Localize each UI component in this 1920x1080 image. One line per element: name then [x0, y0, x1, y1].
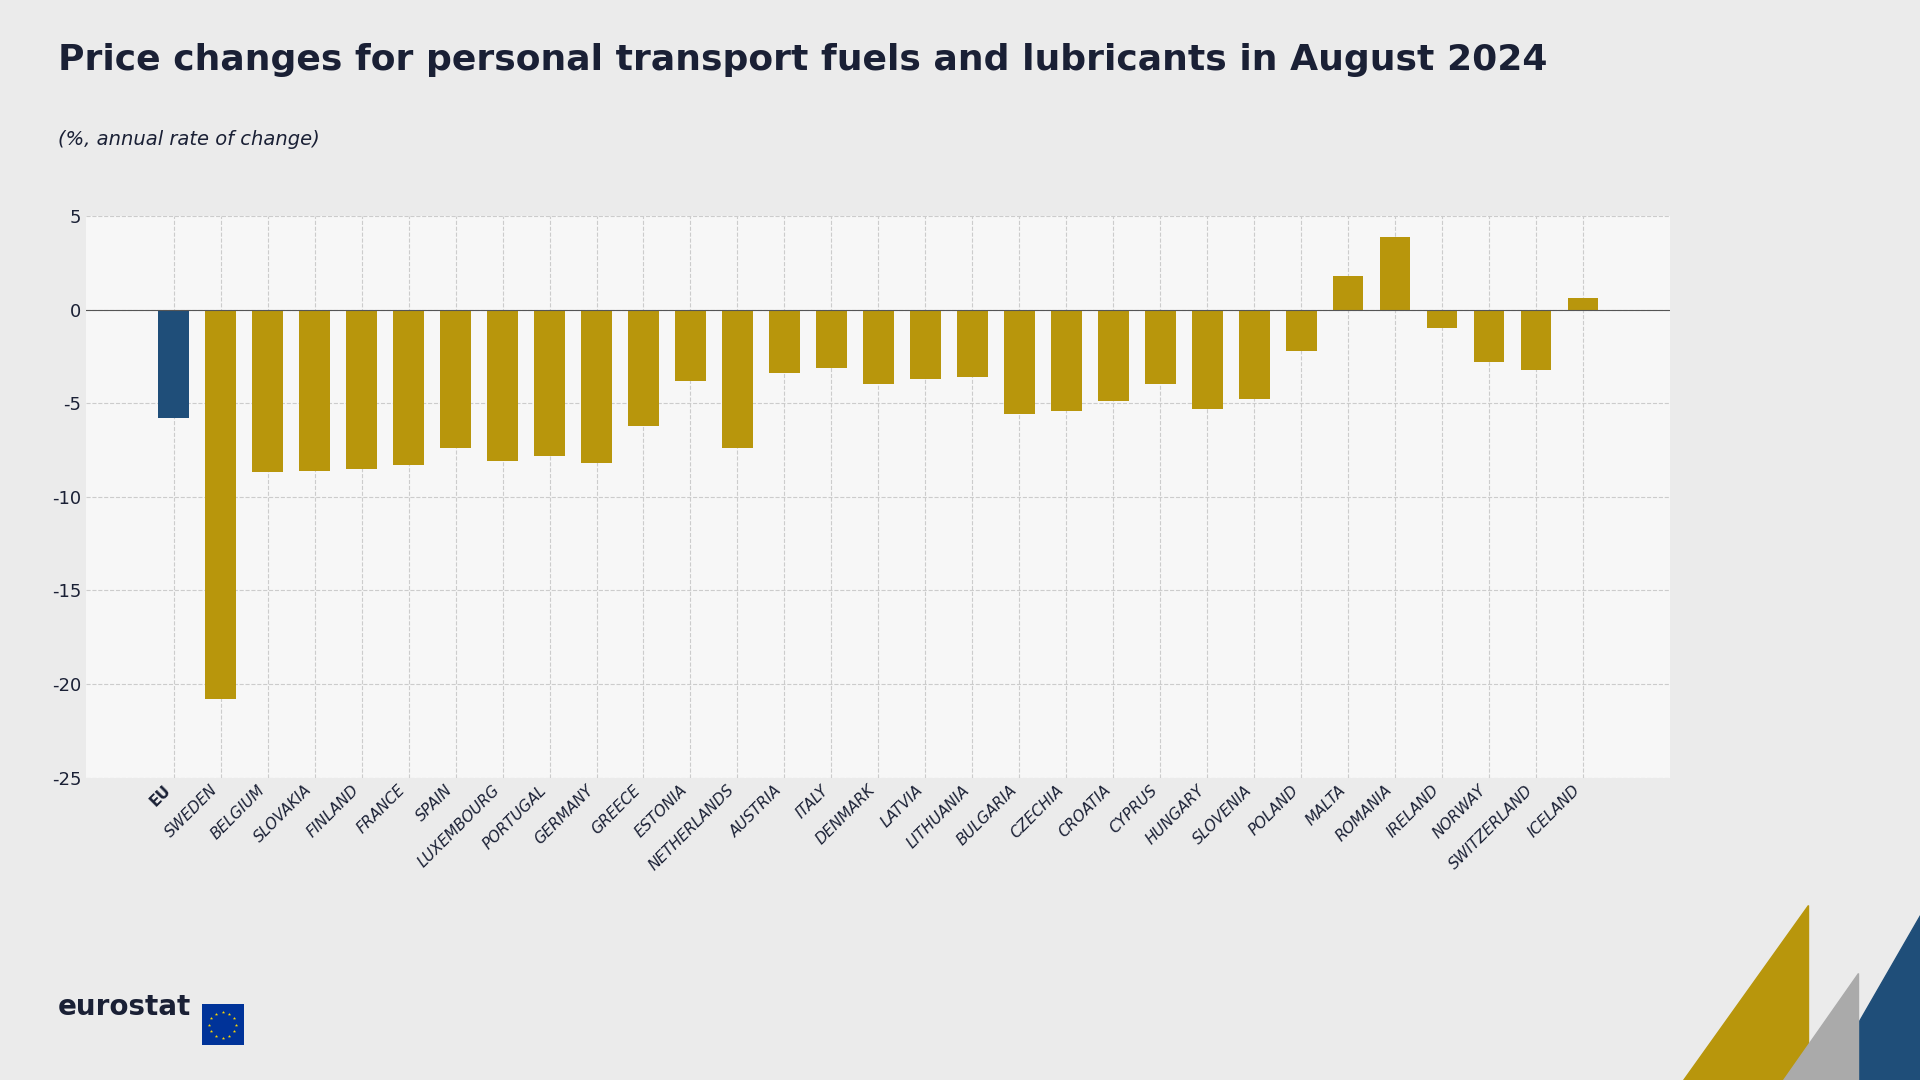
Bar — [1332, 275, 1363, 310]
Bar — [1427, 310, 1457, 328]
Bar — [1380, 237, 1411, 310]
Bar — [157, 310, 188, 418]
Bar — [1192, 310, 1223, 409]
Bar — [1238, 310, 1269, 400]
Bar — [440, 310, 470, 448]
Bar — [1475, 310, 1505, 362]
Polygon shape — [1782, 973, 1857, 1080]
Bar — [1521, 310, 1551, 369]
Bar — [1004, 310, 1035, 415]
Bar — [252, 310, 282, 472]
Bar — [1286, 310, 1317, 351]
Text: (%, annual rate of change): (%, annual rate of change) — [58, 130, 319, 149]
Bar — [956, 310, 987, 377]
Bar — [628, 310, 659, 426]
Bar — [394, 310, 424, 465]
Bar — [534, 310, 564, 456]
Bar — [1144, 310, 1175, 384]
Bar — [1050, 310, 1081, 410]
Bar — [864, 310, 893, 384]
Bar — [488, 310, 518, 461]
Text: Price changes for personal transport fuels and lubricants in August 2024: Price changes for personal transport fue… — [58, 43, 1548, 77]
Bar — [722, 310, 753, 448]
Bar — [676, 310, 707, 381]
Polygon shape — [1682, 905, 1809, 1080]
Bar — [1569, 298, 1597, 310]
Bar — [770, 310, 801, 374]
Bar — [1098, 310, 1129, 402]
Bar — [582, 310, 612, 463]
Polygon shape — [1826, 915, 1920, 1080]
Bar — [205, 310, 236, 699]
Text: eurostat: eurostat — [58, 993, 190, 1021]
Bar — [816, 310, 847, 367]
Bar — [300, 310, 330, 471]
Bar — [910, 310, 941, 379]
Bar — [346, 310, 376, 469]
